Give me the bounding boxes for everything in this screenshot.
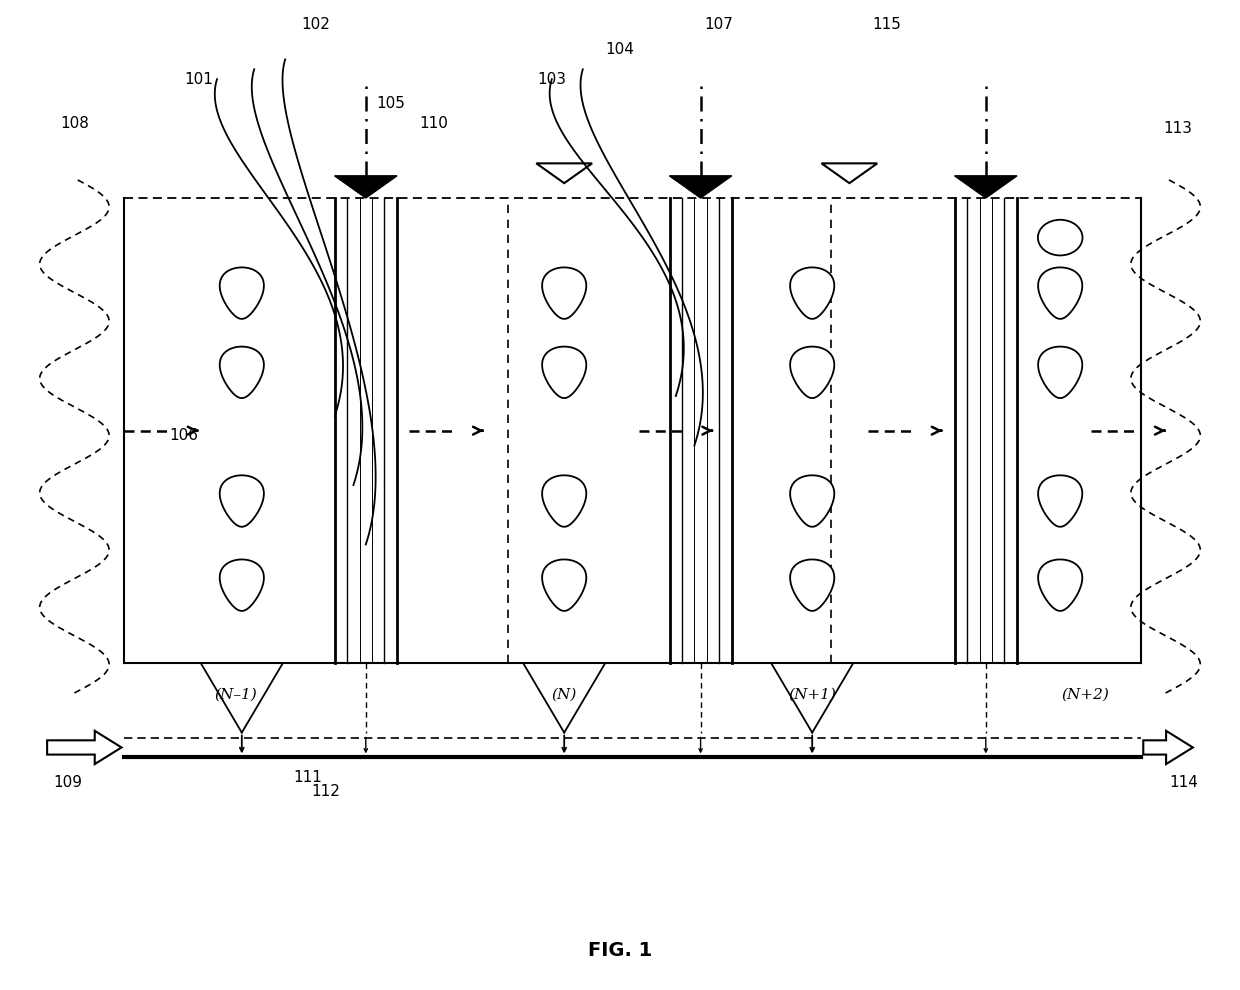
Polygon shape bbox=[542, 475, 587, 527]
Polygon shape bbox=[542, 559, 587, 611]
Text: 104: 104 bbox=[605, 42, 635, 57]
Polygon shape bbox=[335, 176, 397, 198]
Text: 105: 105 bbox=[376, 96, 405, 112]
Text: 110: 110 bbox=[419, 116, 449, 132]
Text: 102: 102 bbox=[301, 17, 331, 33]
Polygon shape bbox=[1038, 346, 1083, 398]
Text: 101: 101 bbox=[184, 71, 213, 87]
Text: 109: 109 bbox=[53, 774, 83, 790]
FancyArrow shape bbox=[47, 731, 122, 764]
Text: (N): (N) bbox=[552, 688, 577, 702]
FancyArrow shape bbox=[1143, 731, 1193, 764]
Text: 106: 106 bbox=[169, 428, 198, 444]
Text: 115: 115 bbox=[872, 17, 901, 33]
Text: 114: 114 bbox=[1169, 774, 1199, 790]
Polygon shape bbox=[219, 346, 264, 398]
Text: 108: 108 bbox=[60, 116, 89, 132]
Text: (N+2): (N+2) bbox=[1061, 688, 1109, 702]
Polygon shape bbox=[542, 346, 587, 398]
Polygon shape bbox=[790, 267, 835, 319]
Polygon shape bbox=[542, 267, 587, 319]
Polygon shape bbox=[1038, 559, 1083, 611]
Text: FIG. 1: FIG. 1 bbox=[588, 940, 652, 960]
Polygon shape bbox=[1038, 267, 1083, 319]
Text: 113: 113 bbox=[1163, 121, 1193, 137]
Polygon shape bbox=[790, 559, 835, 611]
Text: (N+1): (N+1) bbox=[789, 688, 836, 702]
Text: 112: 112 bbox=[311, 784, 341, 800]
Polygon shape bbox=[219, 267, 264, 319]
Polygon shape bbox=[790, 346, 835, 398]
Text: (N–1): (N–1) bbox=[215, 688, 257, 702]
Text: 103: 103 bbox=[537, 71, 567, 87]
Polygon shape bbox=[1038, 475, 1083, 527]
Polygon shape bbox=[790, 475, 835, 527]
Polygon shape bbox=[670, 176, 732, 198]
Polygon shape bbox=[219, 559, 264, 611]
Text: 111: 111 bbox=[293, 769, 322, 785]
Polygon shape bbox=[955, 176, 1017, 198]
Text: 107: 107 bbox=[704, 17, 734, 33]
Polygon shape bbox=[219, 475, 264, 527]
